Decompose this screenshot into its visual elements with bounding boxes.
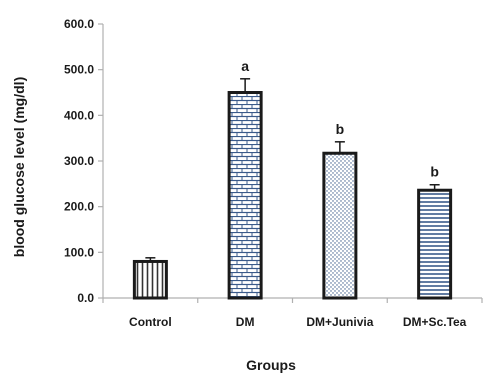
x-category-label: DM+Sc.Tea <box>403 315 467 329</box>
y-tick-label: 500.0 <box>64 63 94 77</box>
y-tick-label: 400.0 <box>64 108 94 122</box>
x-category-label: Control <box>129 315 172 329</box>
x-category-label: DM <box>236 315 255 329</box>
y-tick-label: 200.0 <box>64 200 94 214</box>
x-category-label: DM+Junivia <box>306 315 373 329</box>
bar-dm <box>227 91 263 300</box>
y-axis-title: blood glucose level (mg/dl) <box>11 77 27 257</box>
y-tick-label: 600.0 <box>64 17 94 31</box>
y-tick-label: 100.0 <box>64 245 94 259</box>
bar-control <box>132 259 168 300</box>
significance-label: b <box>430 164 439 180</box>
significance-label: a <box>241 58 249 74</box>
significance-label: b <box>336 121 345 137</box>
plot-area: 0.0 100.0 200.0 300.0 400.0 500.0 600.0 Control… <box>64 17 483 329</box>
x-axis-title: Groups <box>246 357 296 373</box>
y-tick-label: 300.0 <box>64 154 94 168</box>
bar-dm-junivia <box>322 151 358 300</box>
y-tick-label: 0.0 <box>77 291 94 305</box>
bar-dm-sc-tea <box>417 188 453 300</box>
